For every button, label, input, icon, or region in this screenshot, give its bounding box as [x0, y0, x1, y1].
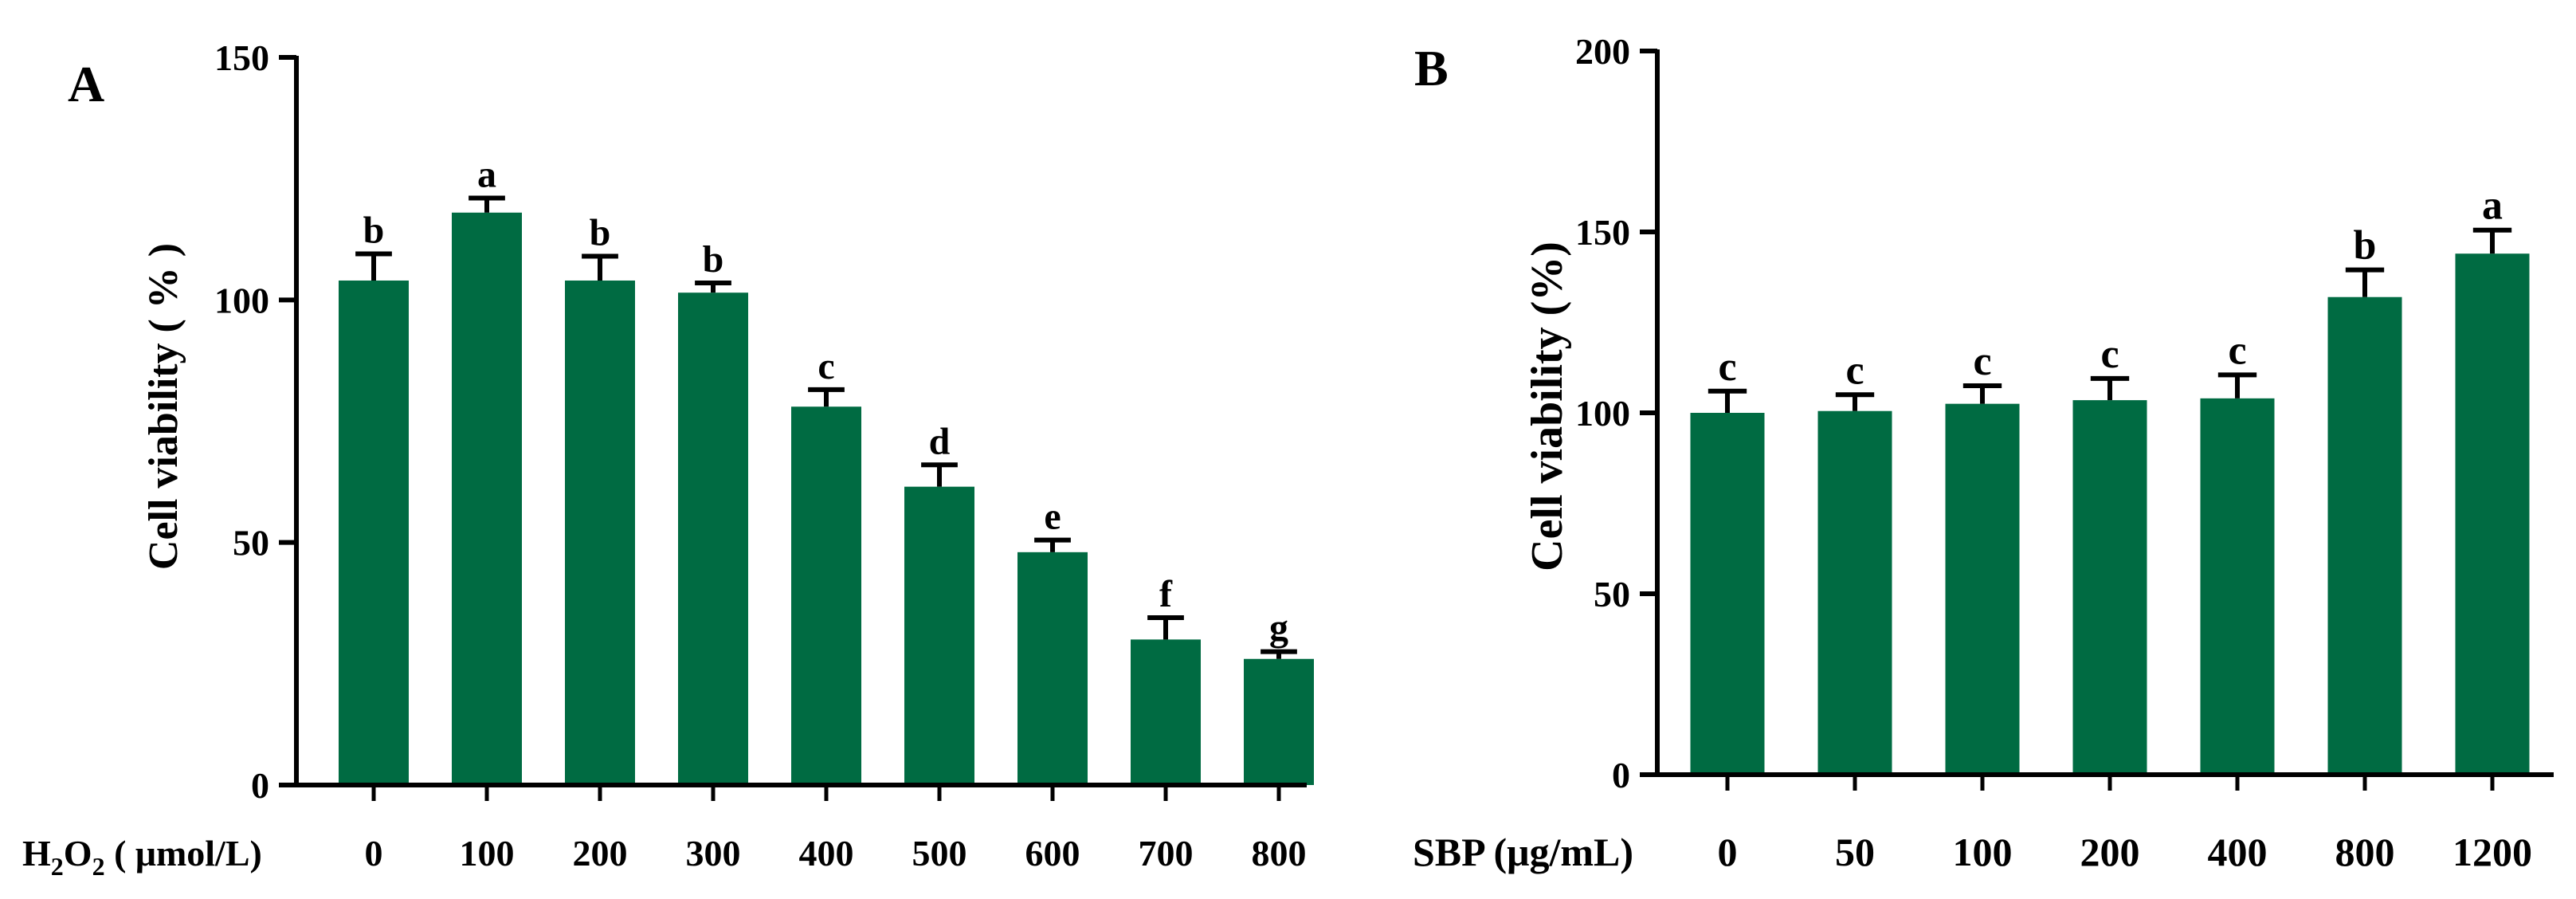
x-tick-label-b-400: 400 [2208, 830, 2268, 874]
x-tick-label-b-0: 0 [1718, 830, 1738, 874]
x-tick-label-b-100: 100 [1953, 830, 2013, 874]
bar-b-1200 [2455, 253, 2530, 775]
panel-b-x-axis-title: SBP (μg/mL) [1413, 830, 1633, 874]
bar-a-800 [1244, 658, 1314, 785]
significance-label-a-400: c [817, 345, 834, 387]
panel-b-x-ticks: 0 50 100 200 400 800 1200 [1718, 775, 2532, 874]
significance-label-b-200: c [2100, 332, 2119, 377]
panel-b-chart: B Cell viability (%) c c c c c b a 0 50 100 150 20… [1413, 31, 2554, 874]
panel-a-label: A [68, 56, 104, 112]
bar-b-800 [2327, 296, 2402, 775]
x-tick-label-a-800: 800 [1252, 833, 1307, 873]
significance-label-a-300: b [703, 238, 724, 281]
y-tick-label-b-100: 100 [1575, 393, 1630, 434]
significance-label-a-500: d [929, 420, 951, 462]
x-tick-label-a-200: 200 [573, 833, 628, 873]
panel-b-y-axis-title: Cell viability (%) [1523, 241, 1572, 571]
bar-b-200 [2072, 400, 2147, 775]
x-tick-label-b-200: 200 [2080, 830, 2140, 874]
significance-label-b-400: c [2228, 328, 2246, 373]
x-tick-label-a-100: 100 [460, 833, 515, 873]
y-tick-label-b-50: 50 [1594, 574, 1630, 614]
y-tick-label-b-200: 200 [1575, 31, 1630, 72]
panel-a-chart: A Cell viability ( % ) b a b b c d e f g 0 50 100 1… [22, 37, 1314, 881]
significance-label-a-700: f [1159, 573, 1173, 615]
y-tick-label-a-150: 150 [214, 37, 269, 78]
x-tick-label-b-1200: 1200 [2452, 830, 2532, 874]
bar-b-50 [1817, 410, 1892, 775]
significance-label-a-200: b [590, 212, 611, 254]
panel-a-bars: b a b b c d e f g [339, 154, 1314, 786]
x-tick-label-a-500: 500 [912, 833, 967, 873]
x-tick-label-a-300: 300 [686, 833, 741, 873]
panel-a-y-ticks: 0 50 100 150 [214, 37, 296, 806]
bar-b-400 [2200, 398, 2275, 775]
bar-a-700 [1131, 639, 1201, 785]
bar-a-500 [904, 486, 974, 785]
x-tick-label-a-0: 0 [365, 833, 383, 873]
y-tick-label-b-0: 0 [1612, 755, 1630, 795]
significance-label-a-600: e [1044, 496, 1061, 538]
significance-label-b-0: c [1718, 344, 1736, 390]
bar-b-0 [1690, 413, 1765, 775]
x-tick-label-a-400: 400 [799, 833, 854, 873]
panel-a-axes [294, 56, 1307, 787]
x-tick-label-a-600: 600 [1025, 833, 1080, 873]
bar-b-100 [1945, 403, 2020, 775]
x-tick-label-b-800: 800 [2335, 830, 2395, 874]
bar-a-600 [1017, 552, 1088, 785]
significance-label-a-0: b [363, 210, 385, 252]
panel-a-x-ticks: 0 100 200 300 400 500 600 700 800 [365, 785, 1307, 873]
significance-label-b-1200: a [2482, 183, 2503, 229]
panel-b-y-ticks: 0 50 100 150 200 [1575, 31, 1657, 795]
x-tick-label-b-50: 50 [1835, 830, 1875, 874]
significance-label-a-800: g [1269, 607, 1288, 650]
bar-a-100 [452, 212, 522, 786]
y-tick-label-b-150: 150 [1575, 212, 1630, 253]
y-tick-label-a-0: 0 [251, 765, 269, 806]
x-tick-label-a-700: 700 [1139, 833, 1194, 873]
bar-a-0 [339, 280, 409, 785]
bar-a-300 [678, 292, 748, 785]
significance-label-b-50: c [1845, 347, 1864, 393]
significance-label-b-100: c [1973, 339, 1991, 384]
panel-a-y-axis-title: Cell viability ( % ) [141, 243, 186, 570]
bar-a-400 [791, 406, 861, 785]
panel-b-bars: c c c c c b a [1690, 183, 2530, 775]
significance-label-a-100: a [477, 154, 496, 196]
panel-a-x-axis-title: H2O2 ( μmol/L) [22, 833, 262, 881]
bar-a-200 [565, 280, 635, 785]
significance-label-b-800: b [2354, 223, 2377, 269]
panel-b-label: B [1414, 40, 1449, 96]
y-tick-label-a-100: 100 [214, 280, 269, 320]
y-tick-label-a-50: 50 [233, 523, 269, 563]
